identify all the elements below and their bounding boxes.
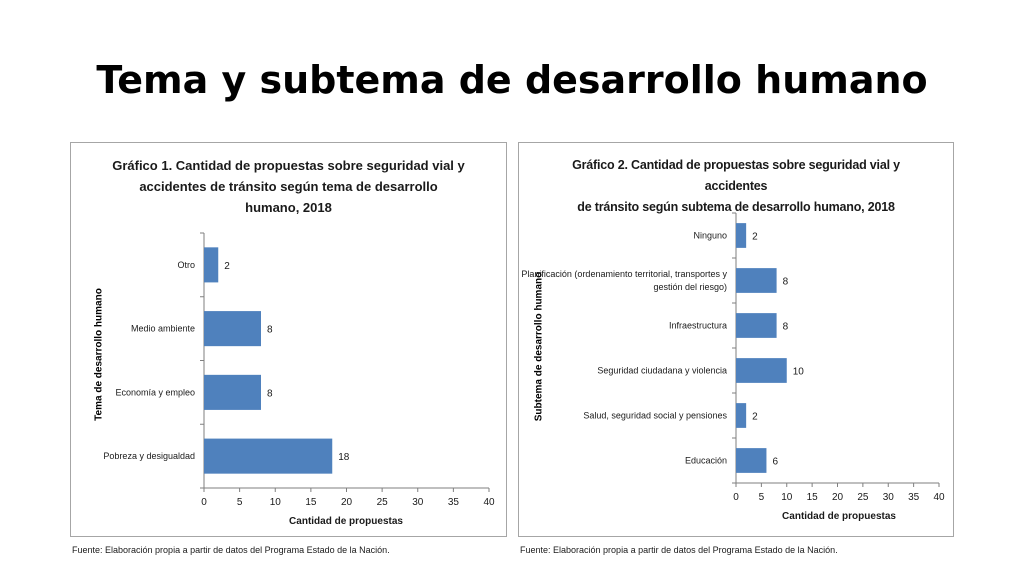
bar <box>736 313 777 338</box>
x-tick-label: 20 <box>341 497 353 508</box>
category-label: Pobreza y desigualdad <box>103 451 195 461</box>
category-label: Medio ambiente <box>131 324 195 334</box>
bar <box>736 268 777 293</box>
x-axis-label: Cantidad de propuestas <box>782 511 896 522</box>
category-label: Infraestructura <box>669 321 727 331</box>
chart-2-title: Gráfico 2. Cantidad de propuestas sobre … <box>519 155 953 218</box>
bar <box>736 448 767 473</box>
data-label: 10 <box>793 367 805 378</box>
x-tick-label: 25 <box>857 492 869 503</box>
chart-2-source: Fuente: Elaboración propia a partir de d… <box>520 545 838 555</box>
category-label: Ninguno <box>693 231 727 241</box>
bar <box>736 403 747 428</box>
x-axis-label: Cantidad de propuestas <box>289 516 403 527</box>
chart-1-source: Fuente: Elaboración propia a partir de d… <box>72 545 390 555</box>
bar <box>204 311 261 347</box>
x-tick-label: 35 <box>448 497 460 508</box>
x-tick-label: 15 <box>305 497 317 508</box>
slide-title: Tema y subtema de desarrollo humano <box>96 58 928 102</box>
data-label: 8 <box>783 322 789 333</box>
chart-2-plot: 0 5 10 15 20 25 30 35 40 2 Ninguno 8 Planificación (… <box>521 212 945 522</box>
x-tick-label: 40 <box>933 492 945 503</box>
data-label: 8 <box>783 277 789 288</box>
bar <box>736 358 787 383</box>
chart-2: Gráfico 2. Cantidad de propuestas sobre … <box>518 142 954 537</box>
chart-1-plot: 0 5 10 15 20 25 30 35 40 2 Otro 8 Medio ambiente 8 Eco… <box>103 232 495 527</box>
category-label: Otro <box>177 260 195 270</box>
x-tick-label: 40 <box>483 497 495 508</box>
x-tick-label: 10 <box>781 492 793 503</box>
chart-1-title-line: accidentes de tránsito según tema de des… <box>139 179 438 194</box>
data-label: 6 <box>772 457 778 468</box>
x-tick-label: 0 <box>201 497 207 508</box>
x-tick-label: 0 <box>733 492 739 503</box>
bar <box>204 438 333 474</box>
chart-2-title-line: de tránsito según subtema de desarrollo … <box>577 200 895 214</box>
x-tick-label: 5 <box>759 492 765 503</box>
bar <box>204 247 219 283</box>
x-tick-label: 25 <box>377 497 389 508</box>
x-tick-label: 35 <box>908 492 920 503</box>
x-tick-label: 15 <box>807 492 819 503</box>
bar <box>204 374 261 410</box>
category-label: Salud, seguridad social y pensiones <box>583 411 727 421</box>
data-label: 8 <box>267 388 273 399</box>
chart-1-title-line: humano, 2018 <box>245 200 332 215</box>
x-tick-label: 30 <box>412 497 424 508</box>
chart-1-title-line: Gráfico 1. Cantidad de propuestas sobre … <box>112 158 465 173</box>
data-label: 2 <box>752 412 758 423</box>
category-label: Economía y empleo <box>115 387 195 397</box>
chart-1-title: Gráfico 1. Cantidad de propuestas sobre … <box>71 155 506 218</box>
data-label: 8 <box>267 325 273 336</box>
x-tick-label: 5 <box>237 497 243 508</box>
chart-2-title-line: Gráfico 2. Cantidad de propuestas sobre … <box>572 158 900 193</box>
chart-1: Gráfico 1. Cantidad de propuestas sobre … <box>70 142 507 537</box>
data-label: 2 <box>224 261 230 272</box>
data-label: 18 <box>338 452 350 463</box>
x-tick-label: 30 <box>883 492 895 503</box>
data-label: 2 <box>752 232 758 243</box>
category-label: Planificación (ordenamiento territorial,… <box>521 269 727 279</box>
x-tick-label: 20 <box>832 492 844 503</box>
category-label: gestión del riesgo) <box>653 282 727 292</box>
x-tick-label: 10 <box>270 497 282 508</box>
category-label: Educación <box>685 456 727 466</box>
category-label: Seguridad ciudadana y violencia <box>597 366 727 376</box>
bar <box>736 223 747 248</box>
